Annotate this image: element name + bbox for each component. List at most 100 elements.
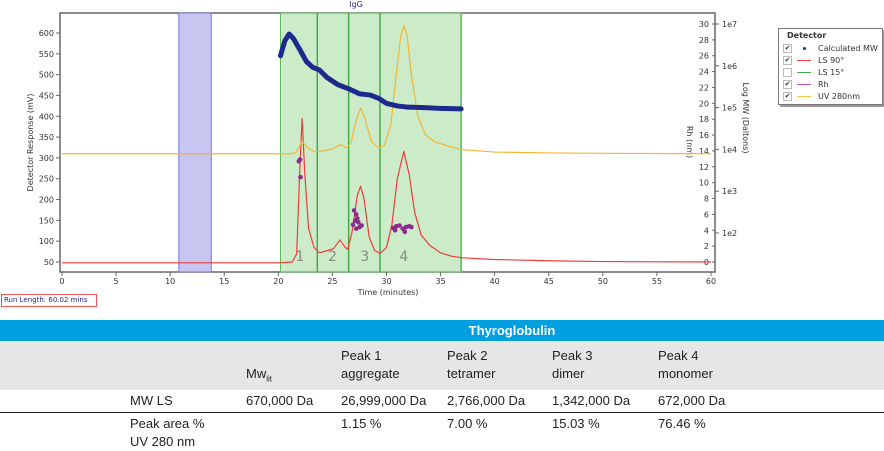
legend-label: LS 15° (818, 67, 845, 77)
rh-tick-label: 4 (704, 226, 709, 235)
rh-tick-label: 24 (699, 68, 709, 77)
y-tick-label: 50 (44, 258, 54, 267)
line-swatch-icon (797, 95, 811, 97)
table-row: MW LS 670,000 Da 26,999,000 Da 2,766,000 Da… (0, 390, 884, 413)
legend-checkbox[interactable]: ✔ (783, 79, 792, 89)
x-tick-label: 25 (327, 277, 337, 286)
rh-tick-label: 10 (699, 179, 709, 188)
x-tick-label: 35 (435, 277, 445, 286)
legend-item: ✔ LS 90° (779, 54, 882, 66)
void-region (178, 12, 212, 273)
rh-point (409, 224, 414, 230)
column-header: Peak 2 tetramer (447, 347, 495, 383)
header-text: Mw (246, 366, 267, 381)
table-row: Peak area % UV 280 nm 1.15 % 7.00 % 15.03 % 7… (0, 413, 884, 451)
x-tick-label: 0 (59, 277, 64, 286)
legend-checkbox[interactable] (783, 67, 792, 77)
rh-point (351, 208, 357, 213)
line-swatch-icon (797, 59, 811, 61)
x-tick-label: 15 (219, 277, 229, 286)
table-cell: 76.46 % (658, 416, 706, 431)
header-line2: dimer (552, 365, 592, 383)
calculated-mw-line (277, 31, 464, 112)
rh-point (392, 227, 398, 233)
header-line1 (246, 347, 272, 365)
legend-label: Rh (818, 79, 829, 89)
table-cell: 2,766,000 Da (447, 393, 526, 408)
rh-tick-label: 16 (699, 131, 709, 140)
table-cell: 672,000 Da (658, 393, 726, 408)
rh-point (402, 229, 408, 235)
y-tick-label: 250 (39, 175, 54, 184)
rh-point (397, 223, 402, 228)
rh-tick-label: 28 (699, 36, 709, 45)
rh-point (350, 222, 356, 228)
legend-label: UV 280nm (818, 91, 861, 101)
legend-checkbox[interactable]: ✔ (783, 43, 792, 53)
row-label: Peak area % UV 280 nm (130, 415, 204, 451)
x-tick-label: 10 (165, 277, 175, 286)
table-cell: 1.15 % (341, 416, 382, 431)
rh-tick-label: 8 (704, 195, 709, 204)
rh-tick-label: 30 (699, 20, 709, 29)
rh-tick-label: 6 (704, 210, 709, 219)
y-tick-label: 400 (39, 112, 54, 121)
x-tick-label: 20 (273, 277, 283, 286)
header-line1: Peak 4 (658, 348, 699, 363)
rh-point (353, 226, 359, 231)
x-tick-label: 30 (381, 277, 391, 286)
header-line1: Peak 1 (341, 348, 382, 363)
rh-point (359, 223, 364, 228)
rh-point (353, 212, 359, 217)
legend-item: LS 15° (779, 66, 882, 78)
header-line1: Peak 2 (447, 348, 488, 363)
y-tick-label: 150 (39, 216, 54, 225)
marker-icon (803, 46, 806, 50)
legend-checkbox[interactable]: ✔ (783, 55, 792, 65)
row-label-line2: UV 280 nm (130, 434, 196, 449)
column-header: Peak 3 dimer (552, 347, 592, 383)
line-swatch-icon (797, 83, 811, 85)
ls-90-line (62, 117, 712, 264)
rh-tick-label: 18 (699, 115, 709, 124)
x-tick-label: 5 (114, 277, 119, 286)
legend-checkbox[interactable]: ✔ (783, 91, 792, 101)
y-axis-label: Detector Response (mV) (26, 94, 35, 192)
column-header: Peak 4 monomer (658, 347, 713, 383)
peak-label: 2 (328, 249, 337, 265)
rh-tick-label: 26 (699, 52, 709, 61)
table-cell: 670,000 Da (246, 393, 314, 408)
line-swatch-icon (797, 71, 811, 73)
rh-point (356, 220, 361, 225)
mw-tick-label: 1e2 (722, 229, 737, 238)
table-cell: 1,342,000 Da (552, 393, 631, 408)
table-cell: 7.00 % (447, 416, 488, 431)
column-header: Mwlit (246, 347, 272, 389)
header-text: aggregate (341, 366, 400, 381)
row-label-line1: MW LS (130, 393, 173, 408)
header-text: monomer (658, 366, 713, 381)
legend-label: Calculated MW (818, 43, 878, 53)
y-tick-label: 450 (39, 91, 54, 100)
y-tick-label: 200 (39, 196, 54, 205)
rh-tick-label: 12 (699, 163, 709, 172)
results-table: Thyroglobulin Mwlit Peak 1 aggregate Peak 2… (0, 320, 884, 451)
rh-tick-label: 14 (699, 147, 709, 156)
peak-label: 3 (360, 249, 369, 265)
column-header: Peak 1 aggregate (341, 347, 400, 383)
legend-label: LS 90° (818, 55, 845, 65)
legend-item: ✔ Rh (779, 78, 882, 90)
rh-tick-label: 2 (704, 242, 709, 251)
table-cell: 26,999,000 Da (341, 393, 427, 408)
header-line2: aggregate (341, 365, 400, 383)
rh-tick-label: 20 (699, 99, 709, 108)
y-tick-label: 350 (39, 133, 54, 142)
peak-region-band (279, 12, 462, 273)
run-length-label: Run Length: 60.02 mins (1, 294, 97, 307)
row-label-line1: Peak area % (130, 416, 205, 431)
table-cell: 15.03 % (552, 416, 600, 431)
x-tick-label: 40 (490, 277, 500, 286)
x-tick-label: 50 (598, 277, 608, 286)
table-header-row: Mwlit Peak 1 aggregate Peak 2 tetramer Peak 3… (0, 341, 884, 390)
